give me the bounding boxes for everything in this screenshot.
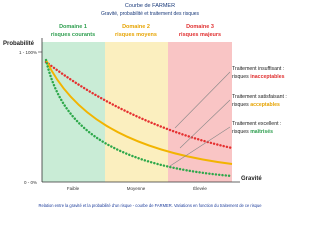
text-span: acceptables	[250, 102, 280, 108]
zone-2	[105, 42, 168, 182]
text-span: inacceptables	[250, 74, 284, 80]
y-top-label: 1 - 100%	[19, 50, 37, 55]
caption: Relation entre la gravité et la probabil…	[38, 203, 262, 208]
x-level: Faible	[67, 186, 80, 191]
domain-label: risques majeurs	[179, 32, 221, 38]
arrow	[174, 71, 231, 129]
domain-name: Domaine 1	[59, 24, 87, 30]
zone-1	[42, 42, 105, 182]
domain-name: Domaine 3	[186, 24, 214, 30]
domain-name: Domaine 2	[122, 24, 150, 30]
domain-label: risques courants	[51, 32, 95, 38]
annotation-line2: risques acceptables	[232, 102, 280, 108]
arrow	[179, 99, 231, 149]
y-bottom-label: 0 - 0%	[24, 180, 37, 185]
title: Courbe de FARMER	[125, 3, 175, 9]
annotation-line1: Traitement excellent :	[232, 121, 281, 127]
subtitle: Gravité, probabilité et traitement des r…	[101, 11, 200, 17]
annotation-line1: Traitement insuffisant :	[232, 66, 284, 72]
curve-insufficient	[44, 60, 234, 150]
annotation-line1: Traitement satisfaisant :	[232, 94, 287, 100]
x-axis-label: Gravité	[241, 176, 262, 182]
x-level: Élevée	[193, 185, 207, 191]
text-span: maîtrisés	[250, 129, 273, 135]
annotation-line2: risques maîtrisés	[232, 129, 273, 135]
diagram: Courbe de FARMER Gravité, probabilité et…	[3, 3, 287, 208]
text-span: risques	[232, 129, 249, 135]
curve-satisfactory	[45, 59, 233, 165]
text-span: risques	[232, 74, 249, 80]
curve-excellent	[44, 58, 234, 178]
domain-label: risques moyens	[115, 32, 157, 38]
arrow	[169, 126, 231, 167]
x-level: Moyenne	[127, 186, 146, 191]
y-axis-label: Probabilité	[3, 41, 35, 47]
text-span: risques	[232, 102, 249, 108]
annotation-line2: risques inacceptables	[232, 74, 285, 80]
